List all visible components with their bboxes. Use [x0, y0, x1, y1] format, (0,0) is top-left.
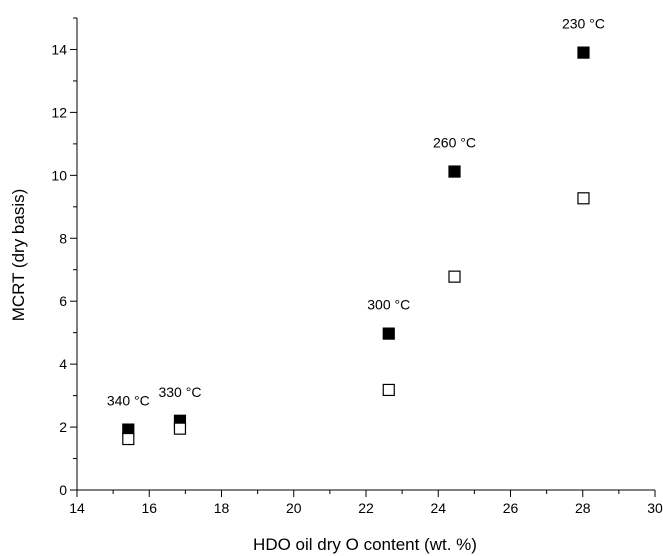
- open-square-point: [577, 192, 590, 205]
- x-tick-label: 26: [503, 500, 519, 516]
- x-ticks: 14 16 18 20 22 24 26 28 30: [69, 490, 663, 516]
- y-tick-label: 2: [59, 419, 67, 435]
- y-tick-label: 0: [59, 482, 67, 498]
- data-points: [122, 46, 590, 446]
- x-tick-label: 18: [214, 500, 230, 516]
- x-tick-label: 16: [141, 500, 157, 516]
- temperature-annotation: 230 °C: [562, 16, 605, 32]
- y-tick-label: 12: [51, 104, 67, 120]
- x-tick-label: 20: [286, 500, 302, 516]
- y-tick-label: 10: [51, 167, 67, 183]
- temperature-annotation: 260 °C: [433, 135, 476, 151]
- open-square-point: [448, 270, 461, 283]
- axes: [76, 18, 655, 491]
- x-tick-label: 24: [430, 500, 446, 516]
- x-tick-label: 14: [69, 500, 85, 516]
- temperature-annotation: 340 °C: [107, 393, 150, 409]
- y-tick-label: 8: [59, 230, 67, 246]
- y-tick-label: 6: [59, 293, 67, 309]
- open-square-point: [173, 422, 187, 435]
- temperature-annotation: 330 °C: [158, 384, 201, 400]
- y-axis-label: MCRT (dry basis): [9, 189, 28, 322]
- y-ticks: 0 2 4 6 8 10 12 14: [51, 17, 77, 498]
- temperature-annotation: 300 °C: [367, 297, 410, 313]
- x-tick-label: 30: [647, 500, 663, 516]
- filled-square-point: [577, 46, 590, 59]
- filled-square-point: [448, 165, 461, 178]
- filled-square-point: [382, 327, 395, 340]
- x-tick-label: 28: [575, 500, 591, 516]
- x-tick-label: 22: [358, 500, 374, 516]
- annotations: 340 °C 330 °C 300 °C 260 °C 230 °C: [107, 16, 605, 409]
- open-square-point: [122, 432, 135, 446]
- x-axis-label: HDO oil dry O content (wt. %): [253, 535, 477, 554]
- open-square-point: [382, 383, 395, 397]
- y-tick-label: 14: [51, 41, 67, 57]
- y-tick-label: 4: [59, 356, 67, 372]
